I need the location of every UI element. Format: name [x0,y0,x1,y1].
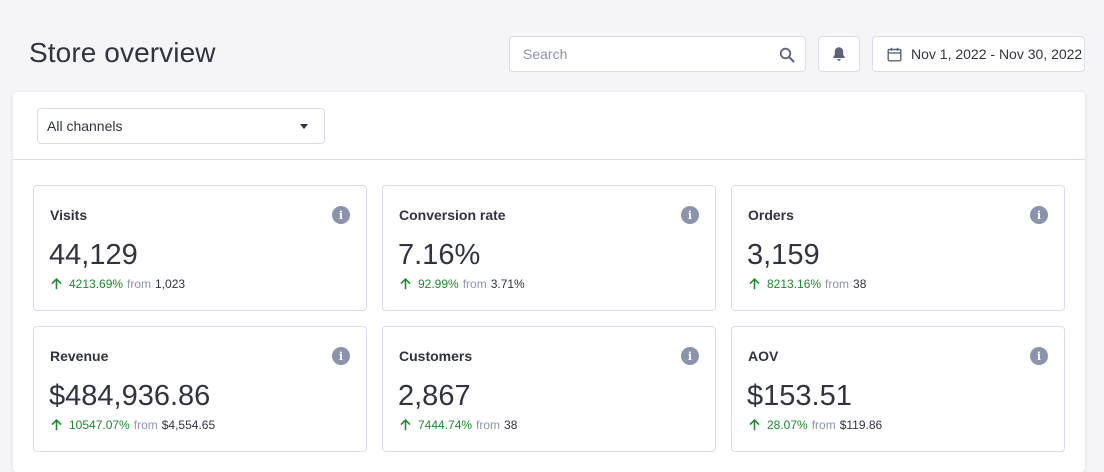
page-title: Store overview [29,37,216,68]
metric-value: 44,129 [49,239,138,271]
page-header: Store overview Nov 1, 2022 - Nov 30, 202… [0,0,1104,92]
arrow-up-icon [51,278,62,290]
info-icon[interactable]: i [1030,347,1048,365]
metric-change-from: from [462,277,487,291]
metric-title: Revenue [50,348,109,364]
metric-change-from: from [127,277,152,291]
metric-previous-value: $4,554.65 [161,418,216,432]
metric-change: 8213.16% from 38 [749,277,866,291]
metric-change-percent: 92.99% [418,277,459,291]
notifications-button[interactable] [818,36,860,72]
metric-change-percent: 4213.69% [69,277,124,291]
metric-previous-value: 38 [853,277,867,291]
arrow-up-icon [400,419,411,431]
metric-card-aov: AOV i $153.51 28.07% from $119.86 [731,326,1065,452]
overview-panel: All channels Visits i 44,129 4213.69% from 1,… [13,92,1085,472]
metric-previous-value: 1,023 [155,277,186,291]
metric-change-percent: 28.07% [767,418,808,432]
info-icon[interactable]: i [332,347,350,365]
metric-card-revenue: Revenue i $484,936.86 10547.07% from $4,554.6… [33,326,367,452]
metric-value: 7.16% [398,239,481,271]
metric-change: 28.07% from $119.86 [749,418,882,432]
info-icon[interactable]: i [332,206,350,224]
search-input[interactable] [510,37,805,71]
arrow-up-icon [51,419,62,431]
metric-change-percent: 7444.74% [418,418,473,432]
caret-down-icon [300,124,308,129]
bell-icon [833,47,845,61]
metric-previous-value: 38 [504,418,518,432]
metric-card-orders: Orders i 3,159 8213.16% from 38 [731,185,1065,311]
metric-value: 3,159 [747,239,820,271]
search-box[interactable] [509,36,806,72]
date-range-picker[interactable]: Nov 1, 2022 - Nov 30, 2022 [872,36,1085,72]
metric-change-percent: 10547.07% [69,418,130,432]
metric-change: 7444.74% from 38 [400,418,517,432]
metric-card-conversion-rate: Conversion rate i 7.16% 92.99% from 3.71% [382,185,716,311]
metric-title: Customers [399,348,473,364]
metric-value: $153.51 [747,380,852,412]
info-icon[interactable]: i [1030,206,1048,224]
metric-previous-value: $119.86 [839,418,883,432]
metric-card-visits: Visits i 44,129 4213.69% from 1,023 [33,185,367,311]
metric-title: AOV [748,348,779,364]
metric-change-percent: 8213.16% [767,277,822,291]
metric-change-from: from [133,418,158,432]
metric-title: Orders [748,207,794,223]
metric-change: 10547.07% from $4,554.65 [51,418,215,432]
arrow-up-icon [749,419,760,431]
arrow-up-icon [749,278,760,290]
metric-change: 4213.69% from 1,023 [51,277,185,291]
metric-value: $484,936.86 [49,380,211,412]
metric-change-from: from [476,418,501,432]
search-icon[interactable] [779,47,795,63]
metric-change-from: from [811,418,836,432]
calendar-icon [887,47,902,62]
channel-select-value: All channels [47,118,123,134]
metric-title: Conversion rate [399,207,506,223]
info-icon[interactable]: i [681,347,699,365]
metric-previous-value: 3.71% [490,277,525,291]
channel-select[interactable]: All channels [37,108,325,144]
date-range-label: Nov 1, 2022 - Nov 30, 2022 [911,46,1083,62]
metric-change-from: from [825,277,850,291]
metric-value: 2,867 [398,380,471,412]
metric-card-customers: Customers i 2,867 7444.74% from 38 [382,326,716,452]
arrow-up-icon [400,278,411,290]
panel-toolbar: All channels [13,92,1085,160]
metric-title: Visits [50,207,88,223]
metric-change: 92.99% from 3.71% [400,277,525,291]
info-icon[interactable]: i [681,206,699,224]
